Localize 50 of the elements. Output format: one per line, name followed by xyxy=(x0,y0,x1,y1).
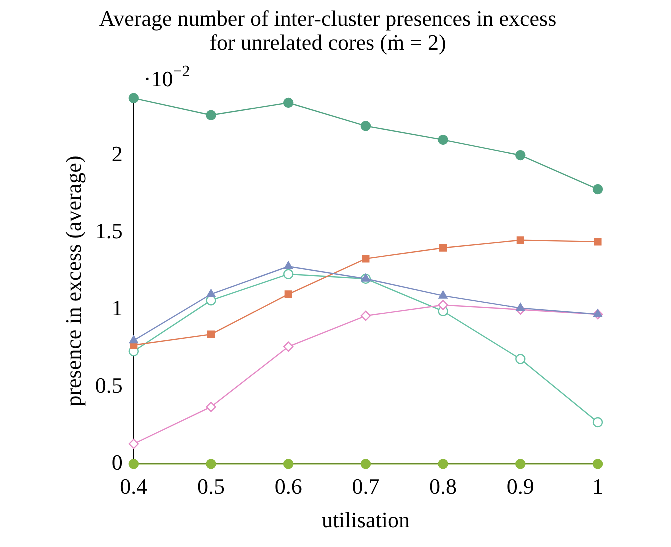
y-tick-label: 1 xyxy=(112,296,123,321)
point xyxy=(360,310,372,322)
point xyxy=(592,184,604,195)
x-tick-label: 0.9 xyxy=(506,474,534,500)
point xyxy=(592,417,604,428)
point xyxy=(284,98,294,108)
point xyxy=(129,336,138,344)
x-tick-label: 0.5 xyxy=(198,474,225,500)
point xyxy=(361,274,370,282)
x-axis-title: utilisation xyxy=(322,508,410,533)
x-tick-label: 1 xyxy=(592,474,604,500)
y-tick-label: 0.5 xyxy=(95,372,123,398)
point xyxy=(360,459,372,470)
point xyxy=(438,134,448,146)
point xyxy=(284,262,294,270)
point xyxy=(284,342,294,352)
x-tick-label: 0.8 xyxy=(430,474,458,500)
point xyxy=(206,402,216,412)
y-tick-label: 2 xyxy=(112,141,123,166)
point xyxy=(284,269,294,280)
point xyxy=(128,93,139,104)
point xyxy=(206,110,216,120)
x-tick-label: 0.7 xyxy=(352,474,380,500)
point xyxy=(440,244,448,252)
point xyxy=(438,459,448,470)
x-tick-label: 0.4 xyxy=(120,474,148,500)
point xyxy=(362,255,370,263)
point xyxy=(516,150,526,161)
point xyxy=(128,459,139,470)
point xyxy=(206,289,216,298)
y-axis-title: presence in excess (average) xyxy=(60,156,86,407)
point xyxy=(516,354,526,364)
point xyxy=(516,459,526,470)
point xyxy=(206,459,216,470)
point xyxy=(207,330,216,338)
point xyxy=(128,439,139,450)
point xyxy=(438,290,448,299)
point xyxy=(516,236,524,244)
chart-title: Average number of inter-cluster presences in excess for unrelated cores (ṁ = 2) xyxy=(99,6,557,56)
point xyxy=(592,459,604,470)
point xyxy=(594,238,602,246)
point xyxy=(284,459,294,470)
point xyxy=(594,309,602,318)
point xyxy=(438,300,448,310)
y-tick-label: 0 xyxy=(112,450,123,475)
y-tick-label: 1.5 xyxy=(95,218,123,244)
point xyxy=(284,290,292,298)
point xyxy=(360,121,372,132)
point xyxy=(516,303,526,312)
x-tick-label: 0.6 xyxy=(274,474,302,500)
